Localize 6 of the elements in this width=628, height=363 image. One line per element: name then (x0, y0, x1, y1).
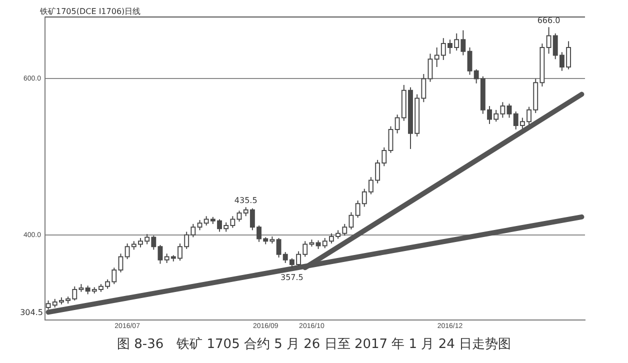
caption: 图 8-36 铁矿 1705 合约 5 月 26 日至 2017 年 1 月 24 日走势图 (116, 336, 512, 353)
chart-title: 铁矿1705(DCE I1706)日线 (40, 6, 141, 17)
annotation: 666.0 (537, 16, 560, 26)
text: 304.5 (20, 308, 43, 318)
annotation: 357.5 (280, 273, 304, 282)
annotation: 435.5 (234, 196, 258, 206)
